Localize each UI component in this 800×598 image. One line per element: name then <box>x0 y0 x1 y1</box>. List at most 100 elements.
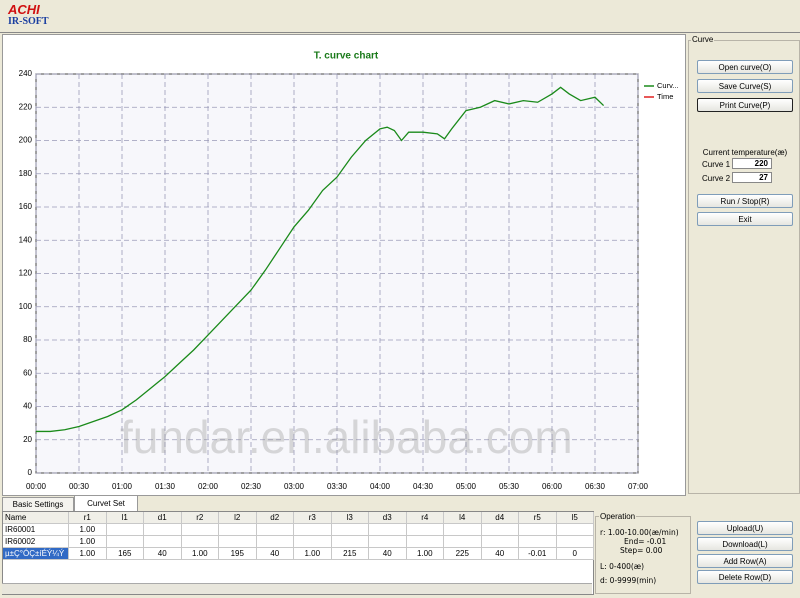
op-line: d: 0-9999(min) <box>600 576 657 585</box>
y-tick-label: 160 <box>19 202 33 211</box>
operation-lines: r: 1.00-10.00(æ/min) End= -0.01 Step= 0.… <box>600 528 679 585</box>
x-tick-label: 01:30 <box>155 482 176 491</box>
table-cell <box>556 536 594 548</box>
y-tick-label: 220 <box>19 102 33 111</box>
run-stop-button[interactable]: Run / Stop(R) <box>697 194 793 208</box>
table-cell: 40 <box>256 548 294 560</box>
x-tick-label: 03:30 <box>327 482 348 491</box>
table-cell <box>331 524 369 536</box>
table-cell: 1.00 <box>181 548 219 560</box>
exit-button[interactable]: Exit <box>697 212 793 226</box>
y-tick-label: 140 <box>19 235 33 244</box>
data-line <box>36 86 605 433</box>
group-title: Curve <box>691 35 715 44</box>
table-cell <box>294 524 332 536</box>
column-header: r3 <box>294 512 332 524</box>
delete-row-button[interactable]: Delete Row(D) <box>697 570 793 584</box>
column-header: l2 <box>219 512 257 524</box>
tab-active[interactable]: Curvet Set <box>74 495 138 511</box>
y-tick-label: 40 <box>23 402 32 411</box>
x-tick-label: 05:30 <box>499 482 520 491</box>
column-header: r1 <box>69 512 107 524</box>
table-cell <box>181 536 219 548</box>
table-cell <box>556 524 594 536</box>
table-cell <box>181 524 219 536</box>
table-cell: IR60002 <box>3 536 69 548</box>
x-tick-label: 03:00 <box>284 482 305 491</box>
table-cell: -0.01 <box>519 548 557 560</box>
logo-main: ACHI <box>8 2 40 17</box>
print-curve-button[interactable]: Print Curve(P) <box>697 98 793 112</box>
save-curve-button[interactable]: Save Curve(S) <box>697 79 793 93</box>
table-cell <box>256 536 294 548</box>
table-cell <box>106 536 144 548</box>
y-tick-label: 80 <box>23 335 32 344</box>
table-cell <box>294 536 332 548</box>
x-tick-label: 00:00 <box>26 482 47 491</box>
group-title: Operation <box>599 512 637 521</box>
y-tick-label: 120 <box>19 269 33 278</box>
legend-label: Time <box>657 92 673 101</box>
table-cell: 1.00 <box>69 536 107 548</box>
table-cell: 40 <box>144 548 182 560</box>
y-tick-label: 100 <box>19 302 33 311</box>
table-cell: 0 <box>556 548 594 560</box>
table-cell: 215 <box>331 548 369 560</box>
column-header: d3 <box>369 512 407 524</box>
table-cell <box>144 536 182 548</box>
table-cell <box>444 536 482 548</box>
table: Name r1 l1 d1 r2 l2 d2 r3 l3 d3 r4 l4 d4 r5 l5 IR60001 1… <box>2 511 594 595</box>
y-tick-label: 60 <box>23 368 32 377</box>
upload-button[interactable]: Upload(U) <box>697 521 793 535</box>
table-cell: 1.00 <box>294 548 332 560</box>
op-line: L: 0-400(æ) <box>600 562 645 571</box>
table-cell: 165 <box>106 548 144 560</box>
x-tick-label: 07:00 <box>628 482 649 491</box>
column-header: l3 <box>331 512 369 524</box>
table-cell: IR60001 <box>3 524 69 536</box>
scrollbar[interactable] <box>2 583 592 594</box>
table-cell <box>106 524 144 536</box>
download-button[interactable]: Download(L) <box>697 537 793 551</box>
op-line: r: 1.00-10.00(æ/min) <box>600 528 679 537</box>
legend-label: Curv... <box>657 81 679 90</box>
table-cell: 225 <box>444 548 482 560</box>
table-cell <box>444 524 482 536</box>
x-tick-label: 02:00 <box>198 482 219 491</box>
x-tick-label: 04:30 <box>413 482 434 491</box>
table-cell <box>219 536 257 548</box>
table-cell <box>481 536 519 548</box>
column-header: d1 <box>144 512 182 524</box>
tab[interactable]: Basic Settings <box>2 497 74 512</box>
y-tick-label: 20 <box>23 435 32 444</box>
table-cell: 1.00 <box>69 548 107 560</box>
curve2-label: Curve 2 <box>702 174 731 183</box>
table-cell: 40 <box>481 548 519 560</box>
table-cell <box>369 524 407 536</box>
y-tick-label: 180 <box>19 169 33 178</box>
table-cell <box>369 536 407 548</box>
x-tick-label: 06:00 <box>542 482 563 491</box>
chart: T. curve chart 0 20 40 60 80 100 120 140 160 180 2… <box>2 34 686 496</box>
table-cell <box>519 536 557 548</box>
divider <box>0 32 800 33</box>
table-cell: 1.00 <box>406 548 444 560</box>
column-header: r4 <box>406 512 444 524</box>
column-header: Name <box>3 512 69 524</box>
current-temp-label: Current temperature(æ) <box>702 148 788 157</box>
column-header: r5 <box>519 512 557 524</box>
column-header: d4 <box>481 512 519 524</box>
table-cell <box>406 524 444 536</box>
y-tick-label: 0 <box>28 468 33 477</box>
table-cell <box>519 524 557 536</box>
op-line: End= -0.01 <box>624 537 667 546</box>
table-cell: 195 <box>219 548 257 560</box>
table-cell <box>331 536 369 548</box>
op-line: Step= 0.00 <box>620 546 663 555</box>
table-cell <box>219 524 257 536</box>
column-header: d2 <box>256 512 294 524</box>
open-curve-button[interactable]: Open curve(O) <box>697 60 793 74</box>
x-tick-label: 01:00 <box>112 482 133 491</box>
add-row-button[interactable]: Add Row(A) <box>697 554 793 568</box>
